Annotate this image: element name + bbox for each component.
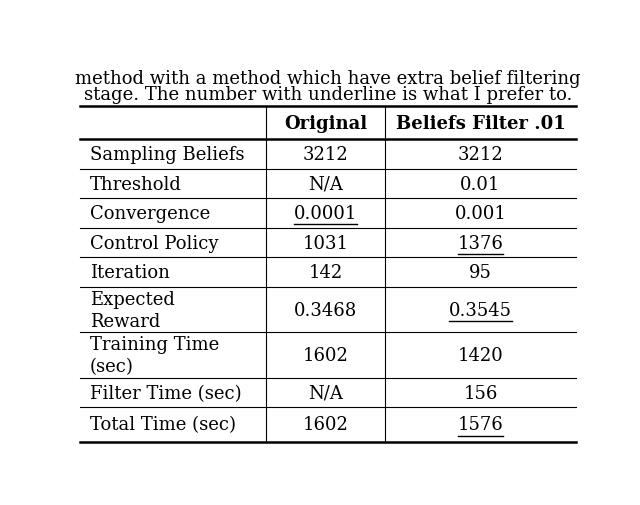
- Text: Filter Time (sec): Filter Time (sec): [90, 384, 241, 402]
- Text: 1031: 1031: [303, 234, 349, 252]
- Text: Iteration: Iteration: [90, 264, 170, 282]
- Text: 1576: 1576: [458, 416, 504, 434]
- Text: Expected
Reward: Expected Reward: [90, 290, 175, 330]
- Text: 0.01: 0.01: [460, 175, 500, 193]
- Text: 0.3545: 0.3545: [449, 301, 512, 319]
- Text: 1602: 1602: [303, 416, 348, 434]
- Text: 0.0001: 0.0001: [294, 205, 357, 223]
- Text: Control Policy: Control Policy: [90, 234, 218, 252]
- Text: N/A: N/A: [308, 384, 343, 402]
- Text: 1376: 1376: [458, 234, 504, 252]
- Text: 95: 95: [469, 264, 492, 282]
- Text: 0.001: 0.001: [454, 205, 506, 223]
- Text: Original: Original: [284, 115, 367, 133]
- Text: 156: 156: [463, 384, 498, 402]
- Text: 1420: 1420: [458, 346, 504, 365]
- Text: stage. The number with underline is what I prefer to.: stage. The number with underline is what…: [84, 86, 572, 104]
- Text: 1602: 1602: [303, 346, 348, 365]
- Text: Beliefs Filter .01: Beliefs Filter .01: [396, 115, 565, 133]
- Text: N/A: N/A: [308, 175, 343, 193]
- Text: 3212: 3212: [458, 146, 504, 164]
- Text: Training Time
(sec): Training Time (sec): [90, 335, 219, 376]
- Text: Sampling Beliefs: Sampling Beliefs: [90, 146, 244, 164]
- Text: 142: 142: [308, 264, 342, 282]
- Text: Total Time (sec): Total Time (sec): [90, 416, 236, 434]
- Text: 3212: 3212: [303, 146, 348, 164]
- Text: Threshold: Threshold: [90, 175, 182, 193]
- Text: Convergence: Convergence: [90, 205, 210, 223]
- Text: method with a method which have extra belief filtering: method with a method which have extra be…: [75, 70, 581, 88]
- Text: 0.3468: 0.3468: [294, 301, 357, 319]
